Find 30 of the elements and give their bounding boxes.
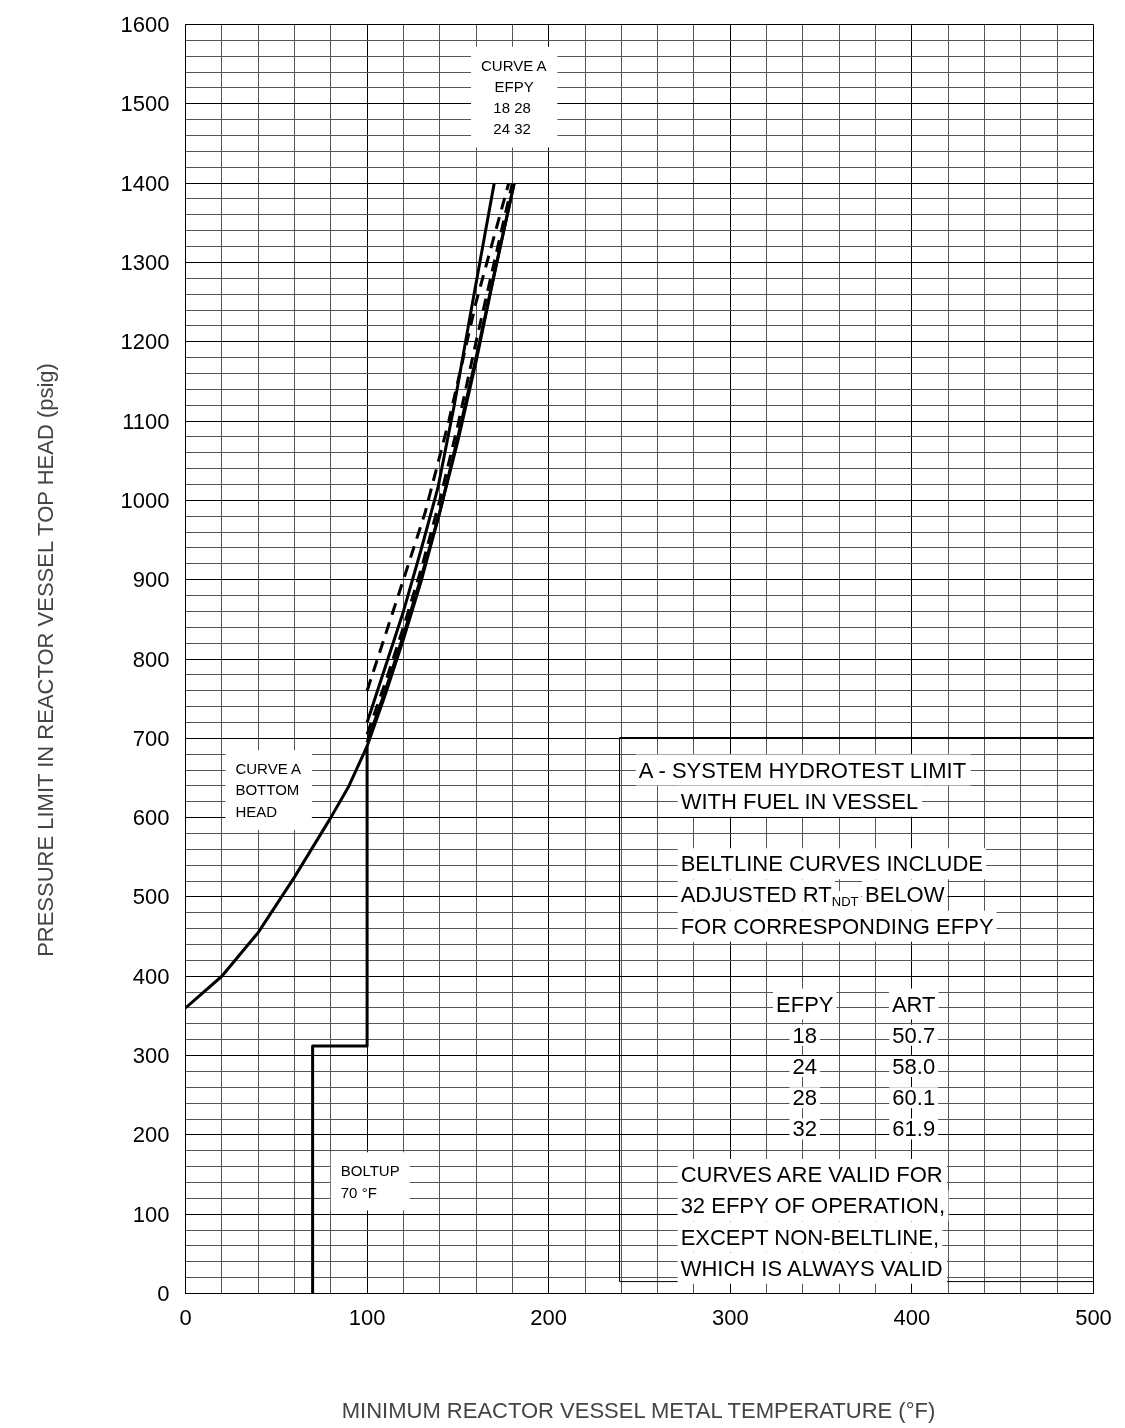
annotation: CURVE A BOTTOM HEAD [235,760,302,820]
y-axis-title: PRESSURE LIMIT IN REACTOR VESSEL TOP HEAD (psig) [32,363,58,957]
x-tick-label: 300 [711,1304,749,1330]
y-tick-label: 200 [132,1122,170,1148]
y-tick-label: 100 [132,1201,170,1227]
y-tick-label: 1600 [120,12,170,37]
y-tick-label: 1300 [120,249,170,275]
y-tick-label: 1200 [120,329,170,355]
y-tick-label: 1000 [120,487,170,513]
x-tick-label: 500 [1075,1304,1112,1330]
y-tick-label: 300 [132,1043,170,1069]
y-tick-label: 1500 [120,91,170,117]
annotation: CURVE A EFPY 18 28 24 32 [480,56,547,138]
y-tick-label: 500 [132,884,170,910]
x-axis-title: MINIMUM REACTOR VESSEL METAL TEMPERATURE (°F) [341,1397,936,1423]
annotation: CURVES ARE VALID FOR 32 EFPY OF OPERATION, EXCEPT NON-BELTLINE, WHICH IS ALWAYS VALID [680,1162,946,1281]
y-tick-label: 1400 [120,170,170,196]
x-tick-label: 200 [530,1304,568,1330]
y-tick-label: 800 [132,646,170,672]
x-tick-label: 400 [893,1304,931,1330]
x-tick-label: 100 [348,1304,386,1330]
y-tick-label: 400 [132,963,170,989]
y-tick-label: 600 [132,805,170,831]
y-tick-label: 0 [157,1281,170,1306]
y-tick-label: 700 [132,725,170,751]
y-tick-label: 1100 [122,408,170,434]
y-tick-label: 900 [132,567,170,593]
x-tick-label: 0 [179,1304,192,1330]
annotation: BOLTUP 70 °F [340,1162,400,1201]
text: EFPY ART 18 50.7 24 58.0 28 60.1 32 61.9 [776,991,936,1142]
